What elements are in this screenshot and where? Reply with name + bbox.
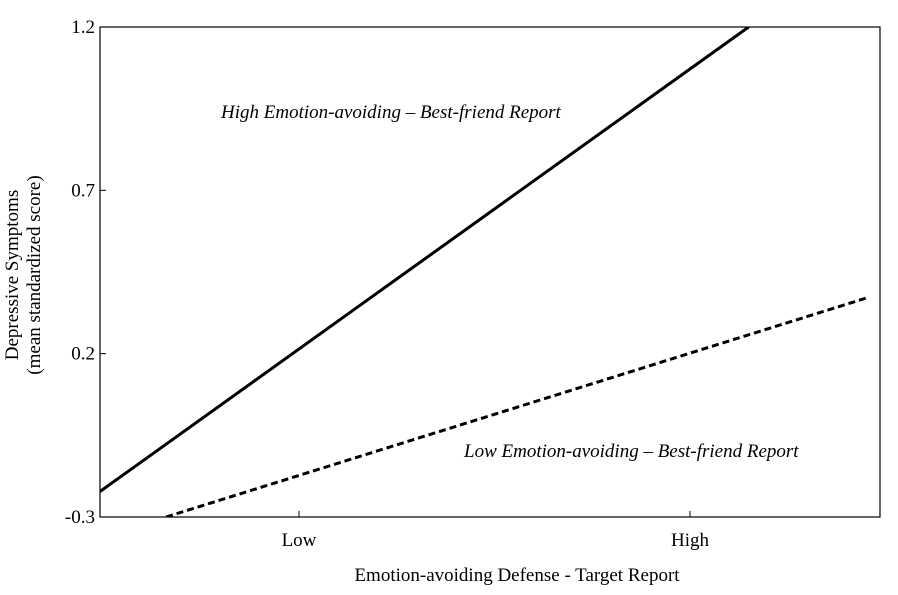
y-axis: -0.3 0.2 0.7 1.2 — [65, 17, 106, 528]
x-tick-label: High — [671, 530, 710, 551]
series-line-high-emotion-avoiding — [100, 27, 750, 494]
x-tick-label: Low — [282, 530, 317, 551]
y-axis-title: Depressive Symptoms (mean standardized s… — [2, 175, 45, 374]
series-line-low-emotion-avoiding — [165, 296, 867, 517]
plot-frame — [99, 26, 881, 518]
y-axis-title-line-2: (mean standardized score) — [24, 175, 45, 374]
x-axis: Low High — [282, 511, 710, 551]
x-axis-title: Emotion-avoiding Defense - Target Report — [354, 565, 680, 586]
y-tick-label: 0.2 — [71, 344, 95, 365]
y-tick-label: -0.3 — [65, 507, 95, 528]
series-label-low-emotion-avoiding: Low Emotion-avoiding – Best-friend Repor… — [463, 441, 799, 462]
series-label-high-emotion-avoiding: High Emotion-avoiding – Best-friend Repo… — [220, 102, 562, 123]
y-tick-label: 0.7 — [71, 180, 95, 201]
y-axis-title-line-1: Depressive Symptoms — [2, 190, 23, 360]
y-tick-label: 1.2 — [71, 17, 95, 38]
